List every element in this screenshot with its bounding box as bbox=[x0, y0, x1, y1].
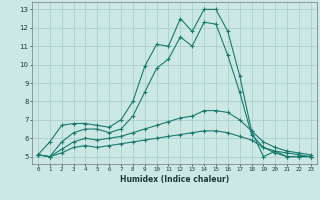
X-axis label: Humidex (Indice chaleur): Humidex (Indice chaleur) bbox=[120, 175, 229, 184]
